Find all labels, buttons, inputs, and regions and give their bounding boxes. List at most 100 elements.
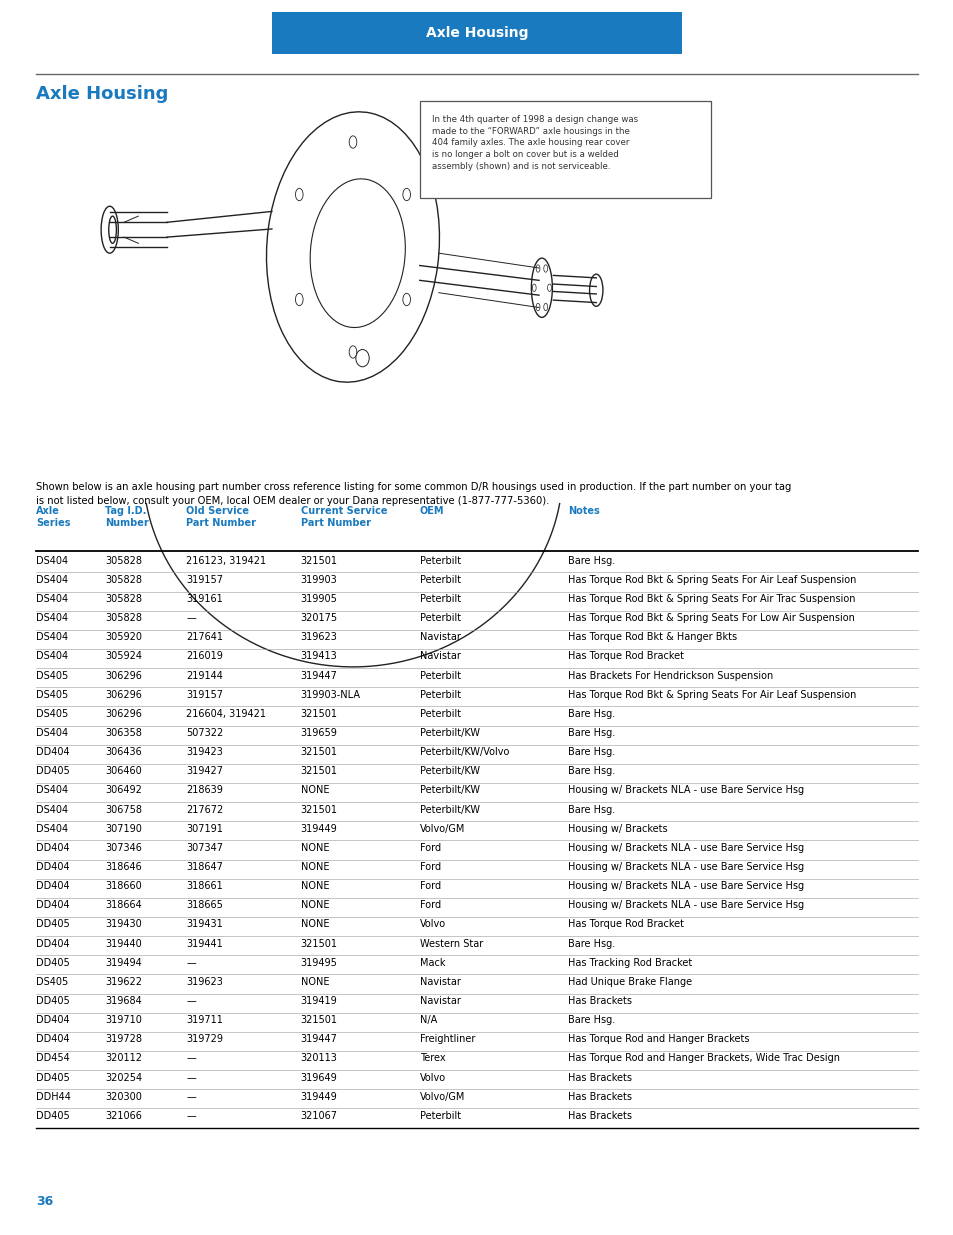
- Text: DS405: DS405: [36, 709, 69, 719]
- Text: 318660: 318660: [105, 882, 142, 892]
- Text: Notes: Notes: [567, 506, 598, 516]
- Text: Has Brackets: Has Brackets: [567, 995, 631, 1007]
- Text: DD404: DD404: [36, 747, 70, 757]
- Text: —: —: [186, 958, 195, 968]
- Text: DS405: DS405: [36, 671, 69, 680]
- Text: Bare Hsg.: Bare Hsg.: [567, 805, 615, 815]
- Text: Peterbilt/KW/Volvo: Peterbilt/KW/Volvo: [419, 747, 509, 757]
- Ellipse shape: [536, 264, 539, 272]
- Text: 318665: 318665: [186, 900, 223, 910]
- Text: Housing w/ Brackets: Housing w/ Brackets: [567, 824, 666, 834]
- Text: —: —: [186, 995, 195, 1007]
- Text: 320300: 320300: [105, 1092, 142, 1102]
- Text: 320113: 320113: [300, 1053, 337, 1063]
- Text: 319495: 319495: [300, 958, 337, 968]
- Text: 320175: 320175: [300, 614, 337, 624]
- Text: Ford: Ford: [419, 900, 440, 910]
- Text: Bare Hsg.: Bare Hsg.: [567, 729, 615, 739]
- Text: 319903-NLA: 319903-NLA: [300, 689, 360, 700]
- Text: DD404: DD404: [36, 882, 70, 892]
- Text: DD404: DD404: [36, 844, 70, 853]
- Text: Has Brackets For Hendrickson Suspension: Has Brackets For Hendrickson Suspension: [567, 671, 772, 680]
- Text: Tag I.D.
Number: Tag I.D. Number: [105, 506, 149, 529]
- Text: NONE: NONE: [300, 882, 329, 892]
- Text: 319161: 319161: [186, 594, 223, 604]
- Text: 319623: 319623: [186, 977, 223, 987]
- Ellipse shape: [543, 304, 547, 311]
- Text: Had Unique Brake Flange: Had Unique Brake Flange: [567, 977, 691, 987]
- Text: 305828: 305828: [105, 556, 142, 566]
- Ellipse shape: [543, 264, 547, 272]
- Text: 307346: 307346: [105, 844, 142, 853]
- Text: 319729: 319729: [186, 1035, 223, 1045]
- Text: 319728: 319728: [105, 1035, 142, 1045]
- Text: 319903: 319903: [300, 576, 337, 585]
- Text: Volvo/GM: Volvo/GM: [419, 1092, 465, 1102]
- Ellipse shape: [266, 112, 439, 382]
- Text: Navistar: Navistar: [419, 977, 460, 987]
- Text: 319157: 319157: [186, 689, 223, 700]
- Text: 306436: 306436: [105, 747, 142, 757]
- Text: DD404: DD404: [36, 900, 70, 910]
- Text: Peterbilt/KW: Peterbilt/KW: [419, 805, 479, 815]
- Text: Has Torque Rod and Hanger Brackets, Wide Trac Design: Has Torque Rod and Hanger Brackets, Wide…: [567, 1053, 839, 1063]
- Text: Housing w/ Brackets NLA - use Bare Service Hsg: Housing w/ Brackets NLA - use Bare Servi…: [567, 844, 803, 853]
- Text: Navistar: Navistar: [419, 652, 460, 662]
- Text: Peterbilt: Peterbilt: [419, 671, 460, 680]
- Ellipse shape: [589, 274, 602, 306]
- Text: Has Torque Rod Bkt & Spring Seats For Low Air Suspension: Has Torque Rod Bkt & Spring Seats For Lo…: [567, 614, 854, 624]
- Text: 319413: 319413: [300, 652, 337, 662]
- Ellipse shape: [349, 346, 356, 358]
- Text: DD405: DD405: [36, 919, 70, 930]
- Text: 319684: 319684: [105, 995, 142, 1007]
- Text: 319423: 319423: [186, 747, 223, 757]
- Text: 319447: 319447: [300, 1035, 337, 1045]
- Text: Old Service
Part Number: Old Service Part Number: [186, 506, 255, 529]
- Text: 321501: 321501: [300, 556, 337, 566]
- Text: 306296: 306296: [105, 671, 142, 680]
- Text: 321067: 321067: [300, 1112, 337, 1121]
- Text: 307190: 307190: [105, 824, 142, 834]
- Text: Housing w/ Brackets NLA - use Bare Service Hsg: Housing w/ Brackets NLA - use Bare Servi…: [567, 882, 803, 892]
- Text: DS404: DS404: [36, 614, 69, 624]
- Text: NONE: NONE: [300, 919, 329, 930]
- Text: 319430: 319430: [105, 919, 142, 930]
- Text: Shown below is an axle housing part number cross reference listing for some comm: Shown below is an axle housing part numb…: [36, 482, 791, 505]
- Text: Terex: Terex: [419, 1053, 445, 1063]
- Text: DS405: DS405: [36, 977, 69, 987]
- Text: Axle Housing: Axle Housing: [36, 85, 169, 103]
- Text: NONE: NONE: [300, 862, 329, 872]
- Ellipse shape: [536, 304, 539, 311]
- Text: 216123, 319421: 216123, 319421: [186, 556, 266, 566]
- Text: 318647: 318647: [186, 862, 223, 872]
- Text: 319623: 319623: [300, 632, 337, 642]
- Text: DS404: DS404: [36, 594, 69, 604]
- Text: DD405: DD405: [36, 766, 70, 777]
- Text: 319419: 319419: [300, 995, 337, 1007]
- Text: Axle
Series: Axle Series: [36, 506, 71, 529]
- Text: NONE: NONE: [300, 785, 329, 795]
- Text: —: —: [186, 1072, 195, 1083]
- Text: DD454: DD454: [36, 1053, 70, 1063]
- Text: 217641: 217641: [186, 632, 223, 642]
- Text: 321501: 321501: [300, 939, 337, 948]
- Text: OEM: OEM: [419, 506, 444, 516]
- Ellipse shape: [402, 189, 410, 201]
- Text: Bare Hsg.: Bare Hsg.: [567, 709, 615, 719]
- Text: 305924: 305924: [105, 652, 142, 662]
- Text: 319649: 319649: [300, 1072, 337, 1083]
- Text: 319157: 319157: [186, 576, 223, 585]
- Text: 319447: 319447: [300, 671, 337, 680]
- Text: DD405: DD405: [36, 1112, 70, 1121]
- Text: NONE: NONE: [300, 900, 329, 910]
- Text: 319710: 319710: [105, 1015, 142, 1025]
- Text: Freightliner: Freightliner: [419, 1035, 475, 1045]
- Ellipse shape: [531, 258, 552, 317]
- Text: DD404: DD404: [36, 939, 70, 948]
- Text: 321501: 321501: [300, 709, 337, 719]
- Text: 305828: 305828: [105, 594, 142, 604]
- Text: Volvo: Volvo: [419, 1072, 445, 1083]
- Text: —: —: [186, 1053, 195, 1063]
- Text: 218639: 218639: [186, 785, 223, 795]
- Text: Ford: Ford: [419, 862, 440, 872]
